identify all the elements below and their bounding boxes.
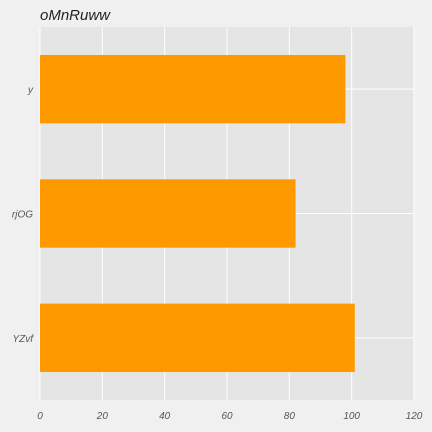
y-tick-label: rjOG (12, 210, 33, 221)
bars (40, 54, 355, 373)
x-tick-label: 80 (284, 411, 296, 422)
x-axis-ticks: 0 20 40 60 80 100 120 (37, 411, 423, 422)
x-tick-label: 100 (343, 411, 360, 422)
bar (40, 179, 296, 248)
y-tick-label: y (27, 85, 34, 96)
y-tick-label: YZvf (12, 334, 34, 345)
chart-title: oMnRuww (40, 7, 111, 24)
x-tick-label: 40 (159, 411, 171, 422)
x-tick-label: 20 (96, 411, 109, 422)
x-tick-label: 0 (37, 411, 43, 422)
x-tick-label: 120 (406, 411, 423, 422)
y-axis-ticks: y rjOG YZvf (12, 85, 34, 345)
bar (40, 54, 346, 124)
x-tick-label: 60 (221, 411, 233, 422)
bar (40, 303, 355, 373)
